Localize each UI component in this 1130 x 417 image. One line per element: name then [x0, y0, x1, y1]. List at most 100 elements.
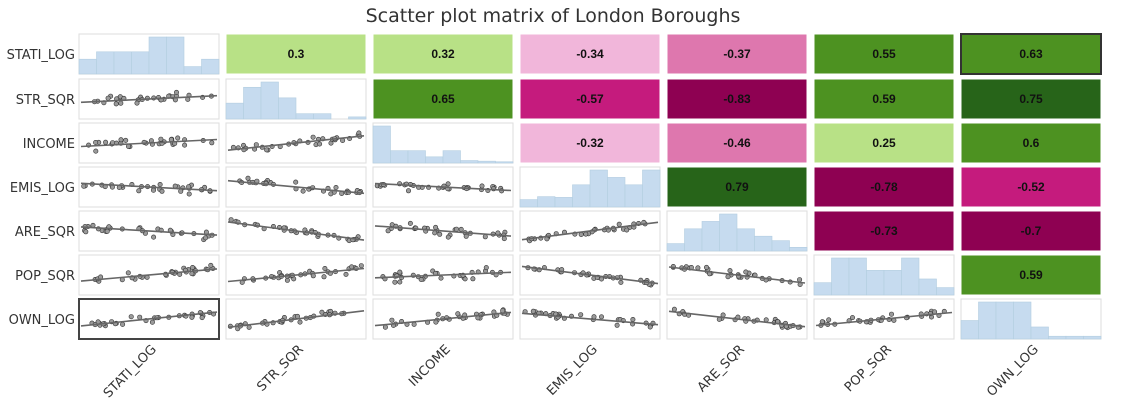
cell-income-own_log[interactable]: 0.6 — [960, 122, 1102, 164]
scatter-point — [300, 188, 306, 194]
scatter-point — [137, 314, 143, 320]
trend-line — [668, 310, 806, 328]
scatter-point — [310, 134, 316, 140]
cell-emis_log-are_sqr[interactable]: 0.79 — [666, 166, 808, 208]
cell-pop_sqr-are_sqr[interactable] — [666, 254, 808, 296]
scatter-point — [103, 139, 109, 145]
scatter-point — [479, 183, 485, 189]
histogram-bar — [736, 228, 755, 252]
scatter-point — [245, 175, 251, 181]
histogram-bar — [624, 184, 643, 208]
cell-income-str_sqr[interactable] — [225, 122, 367, 164]
cell-are_sqr-pop_sqr[interactable]: -0.73 — [813, 210, 955, 252]
correlation-value: -0.83 — [723, 92, 751, 106]
cell-are_sqr-emis_log[interactable] — [519, 210, 661, 252]
cell-str_sqr-own_log[interactable]: 0.75 — [960, 78, 1102, 120]
correlation-tile — [666, 166, 808, 208]
scatter-point — [123, 137, 129, 143]
cell-emis_log-own_log[interactable]: -0.52 — [960, 166, 1102, 208]
histogram-bar — [754, 235, 773, 252]
scatter-point — [322, 265, 328, 271]
scatter-point — [175, 135, 181, 141]
cell-emis_log-income[interactable] — [372, 166, 514, 208]
cell-pop_sqr-own_log[interactable]: 0.59 — [960, 254, 1102, 296]
cell-pop_sqr-pop_sqr[interactable] — [813, 254, 955, 296]
correlation-value: -0.7 — [1021, 224, 1042, 238]
cell-income-stati_log[interactable] — [78, 122, 220, 164]
trend-line — [668, 266, 806, 284]
cell-pop_sqr-emis_log[interactable] — [519, 254, 661, 296]
scatter-point — [826, 317, 832, 323]
cell-stati_log-str_sqr[interactable]: 0.3 — [225, 33, 367, 75]
cell-own_log-own_log[interactable] — [960, 298, 1102, 340]
cell-own_log-income[interactable] — [372, 298, 514, 340]
scatter-point — [725, 274, 731, 280]
cell-str_sqr-stati_log[interactable] — [78, 78, 220, 120]
correlation-value: 0.3 — [288, 47, 305, 61]
cell-stati_log-emis_log[interactable]: -0.34 — [519, 33, 661, 75]
cell-emis_log-emis_log[interactable] — [519, 166, 661, 208]
cell-stati_log-own_log[interactable]: 0.63 — [960, 33, 1102, 75]
cell-emis_log-pop_sqr[interactable]: -0.78 — [813, 166, 955, 208]
cell-income-emis_log[interactable]: -0.32 — [519, 122, 661, 164]
column-label-own_log: OWN_LOG — [984, 342, 1042, 400]
scatter-point — [418, 276, 424, 282]
row-label-own_log: OWN_LOG — [9, 313, 75, 328]
correlation-value: 0.75 — [1019, 92, 1043, 106]
cell-str_sqr-emis_log[interactable]: -0.57 — [519, 78, 661, 120]
cell-are_sqr-income[interactable] — [372, 210, 514, 252]
correlation-value: 0.55 — [872, 47, 896, 61]
cell-income-income[interactable] — [372, 122, 514, 164]
histogram-bar — [390, 150, 409, 164]
scatter-point — [703, 264, 709, 270]
cell-are_sqr-own_log[interactable]: -0.7 — [960, 210, 1102, 252]
cell-pop_sqr-stati_log[interactable] — [78, 254, 220, 296]
column-label-pop_sqr: POP_SQR — [842, 342, 895, 395]
cell-stati_log-are_sqr[interactable]: -0.37 — [666, 33, 808, 75]
correlation-value: 0.59 — [872, 92, 896, 106]
scatter-point — [208, 262, 214, 268]
cell-are_sqr-are_sqr[interactable] — [666, 210, 808, 252]
cell-pop_sqr-str_sqr[interactable] — [225, 254, 367, 296]
correlation-value: -0.73 — [870, 224, 898, 238]
scatter-point — [81, 183, 87, 189]
cell-own_log-pop_sqr[interactable] — [813, 298, 955, 340]
cell-stati_log-stati_log[interactable] — [78, 33, 220, 75]
cell-str_sqr-str_sqr[interactable] — [225, 78, 367, 120]
cell-are_sqr-stati_log[interactable] — [78, 210, 220, 252]
trend-line — [80, 138, 218, 148]
scatter-point — [405, 188, 411, 194]
scatter-point — [463, 233, 469, 239]
histogram-bar — [460, 160, 479, 164]
cell-stati_log-pop_sqr[interactable]: 0.55 — [813, 33, 955, 75]
histogram-bar — [425, 156, 444, 164]
cell-str_sqr-are_sqr[interactable]: -0.83 — [666, 78, 808, 120]
cell-pop_sqr-income[interactable] — [372, 254, 514, 296]
cell-income-are_sqr[interactable]: -0.46 — [666, 122, 808, 164]
cell-str_sqr-pop_sqr[interactable]: 0.59 — [813, 78, 955, 120]
trend-line — [80, 268, 218, 282]
cell-own_log-str_sqr[interactable] — [225, 298, 367, 340]
cell-stati_log-income[interactable]: 0.32 — [372, 33, 514, 75]
scatter-point — [321, 274, 327, 280]
scatter-point — [317, 141, 323, 147]
trend-line — [521, 265, 659, 285]
cell-are_sqr-str_sqr[interactable] — [225, 210, 367, 252]
matrix-cells: 0.3 0.32 -0.34 -0.37 0.55 0.63 0.65 -0.57 -0.83 0… — [78, 33, 1102, 340]
scatter-point — [159, 188, 165, 194]
cell-str_sqr-income[interactable]: 0.65 — [372, 78, 514, 120]
trend-line — [80, 94, 218, 104]
scatter-point — [178, 188, 184, 194]
cell-own_log-emis_log[interactable] — [519, 298, 661, 340]
scatter-point — [647, 324, 653, 330]
scatter-point — [437, 231, 443, 237]
histogram-bar — [607, 177, 626, 208]
cell-emis_log-stati_log[interactable] — [78, 166, 220, 208]
cell-own_log-stati_log[interactable] — [78, 298, 220, 340]
cell-own_log-are_sqr[interactable] — [666, 298, 808, 340]
histogram-bar — [537, 196, 556, 208]
cell-income-pop_sqr[interactable]: 0.25 — [813, 122, 955, 164]
cell-emis_log-str_sqr[interactable] — [225, 166, 367, 208]
correlation-tile — [519, 33, 661, 75]
